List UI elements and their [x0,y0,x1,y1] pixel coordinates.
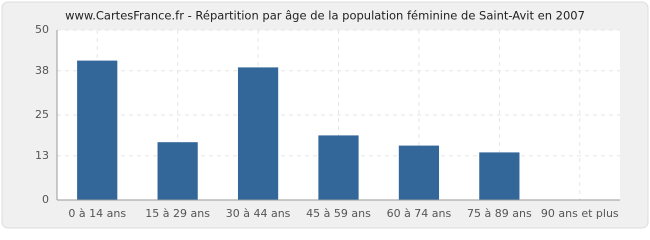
chart: www.CartesFrance.fr - Répartition par âg… [1,1,649,229]
x-tick-label: 30 à 44 ans [226,207,291,220]
x-tick-label: 90 ans et plus [541,207,619,220]
y-tick-label: 38 [35,64,49,77]
bar [157,142,198,200]
chart-title: www.CartesFrance.fr - Répartition par âg… [65,9,585,23]
bar [237,67,279,201]
x-tick-label: 0 à 14 ans [68,207,126,220]
x-tick-label: 15 à 29 ans [145,207,210,220]
x-tick-label: 75 à 89 ans [467,207,532,220]
bar [77,60,118,200]
x-tick-label: 45 à 59 ans [306,207,371,220]
y-tick-label: 25 [35,108,49,121]
y-tick-label: 13 [35,149,49,162]
bar [398,145,440,200]
x-tick-label: 60 à 74 ans [387,207,452,220]
y-tick-label: 50 [35,23,49,36]
bar [479,152,520,200]
y-tick-label: 0 [42,193,49,206]
bar [318,135,359,200]
